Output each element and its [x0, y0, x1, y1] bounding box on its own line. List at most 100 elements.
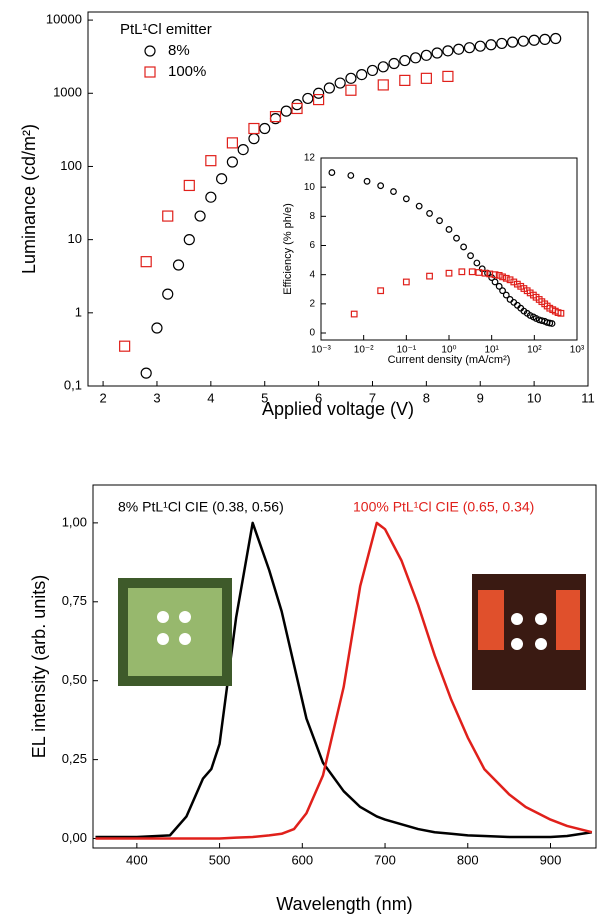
x-tick-label: 10⁻² — [354, 345, 374, 356]
marker — [431, 47, 443, 59]
y-axis-title: Luminance (cd/m²) — [19, 124, 39, 274]
marker — [226, 137, 238, 149]
marker — [402, 278, 410, 286]
line-series — [95, 521, 593, 839]
x-tick-label: 10³ — [570, 345, 585, 356]
marker — [183, 234, 195, 246]
marker — [350, 310, 358, 318]
y-tick-label: 1,00 — [62, 514, 87, 529]
marker — [259, 122, 271, 135]
y-tick-label: 0,25 — [62, 751, 87, 766]
x-tick-label: 10¹ — [484, 345, 499, 356]
marker — [420, 72, 432, 84]
y-tick-label: 0,50 — [62, 672, 87, 687]
marker — [526, 312, 534, 319]
marker — [356, 68, 368, 81]
x-tick-label: 700 — [374, 852, 396, 867]
x-tick-label: 800 — [457, 852, 479, 867]
x-tick-label: 5 — [261, 390, 268, 405]
pixel — [157, 633, 169, 645]
plot-frame — [320, 157, 578, 341]
pixel — [535, 638, 547, 650]
marker — [280, 105, 292, 117]
marker — [436, 217, 443, 225]
legend-label: 8% — [168, 42, 190, 59]
marker — [226, 156, 238, 168]
marker — [377, 287, 385, 295]
y-axis-title: EL intensity (arb. units) — [29, 575, 49, 758]
green-device-glow — [128, 588, 222, 676]
y-tick-label: 0,1 — [64, 377, 82, 392]
marker — [162, 288, 174, 300]
marker — [442, 45, 454, 57]
marker — [517, 35, 529, 47]
marker — [491, 271, 499, 279]
marker — [510, 278, 518, 286]
marker — [528, 34, 540, 46]
x-tick-label: 400 — [126, 852, 148, 867]
marker — [402, 195, 410, 203]
marker — [347, 172, 355, 179]
x-tick-label: 500 — [209, 852, 231, 867]
marker — [502, 274, 510, 282]
marker — [399, 74, 411, 86]
marker — [144, 66, 156, 78]
marker — [499, 287, 506, 295]
marker — [345, 72, 357, 84]
marker — [539, 33, 551, 45]
x-tick-label: 8 — [423, 390, 430, 405]
marker — [415, 202, 423, 210]
marker — [495, 282, 503, 290]
x-tick-label: 3 — [153, 390, 160, 405]
x-tick-label: 10² — [527, 345, 542, 356]
y-tick-label: 10000 — [46, 12, 82, 27]
marker — [557, 309, 565, 317]
marker — [205, 155, 217, 167]
legend-label: 100% — [168, 63, 206, 80]
pixel — [179, 611, 191, 623]
y-tick-label: 4 — [309, 269, 315, 280]
marker — [550, 32, 562, 45]
marker — [140, 256, 152, 268]
marker — [445, 269, 453, 277]
x-axis-title: Current density (mA/cm²) — [388, 354, 511, 366]
x-tick-label: 10 — [527, 390, 541, 405]
x-tick-label: 4 — [207, 390, 214, 405]
red-device-glow — [556, 590, 580, 650]
marker — [474, 40, 486, 52]
annotation: 8% PtL¹Cl CIE (0.38, 0.56) — [118, 499, 284, 515]
marker — [491, 278, 499, 286]
y-tick-label: 100 — [60, 158, 82, 173]
marker — [172, 259, 185, 271]
x-tick-label: 10⁻³ — [311, 345, 331, 356]
y-tick-label: 0,00 — [62, 830, 87, 845]
marker — [328, 169, 336, 176]
marker — [426, 272, 433, 280]
y-tick-label: 2 — [309, 298, 315, 309]
pixel — [179, 633, 191, 645]
marker — [269, 111, 282, 123]
y-tick-label: 10 — [68, 231, 82, 246]
marker — [140, 367, 152, 379]
marker — [502, 291, 510, 299]
marker — [144, 45, 156, 57]
pixel — [535, 613, 547, 625]
marker — [377, 182, 385, 190]
marker — [453, 43, 465, 55]
x-tick-label: 6 — [315, 390, 322, 405]
marker — [345, 84, 357, 96]
marker — [119, 340, 131, 352]
legend-title: PtL¹Cl emitter — [120, 21, 212, 38]
marker — [467, 252, 474, 260]
pixel — [511, 613, 523, 625]
x-tick-label: 7 — [369, 390, 376, 405]
marker — [313, 93, 325, 106]
marker — [237, 143, 249, 156]
marker — [475, 269, 483, 276]
annotation: 100% PtL¹Cl CIE (0.65, 0.34) — [353, 499, 534, 515]
marker — [363, 177, 371, 185]
y-tick-label: 0,75 — [62, 593, 87, 608]
y-tick-label: 1 — [75, 304, 82, 319]
x-axis-title: Wavelength (nm) — [276, 894, 412, 914]
